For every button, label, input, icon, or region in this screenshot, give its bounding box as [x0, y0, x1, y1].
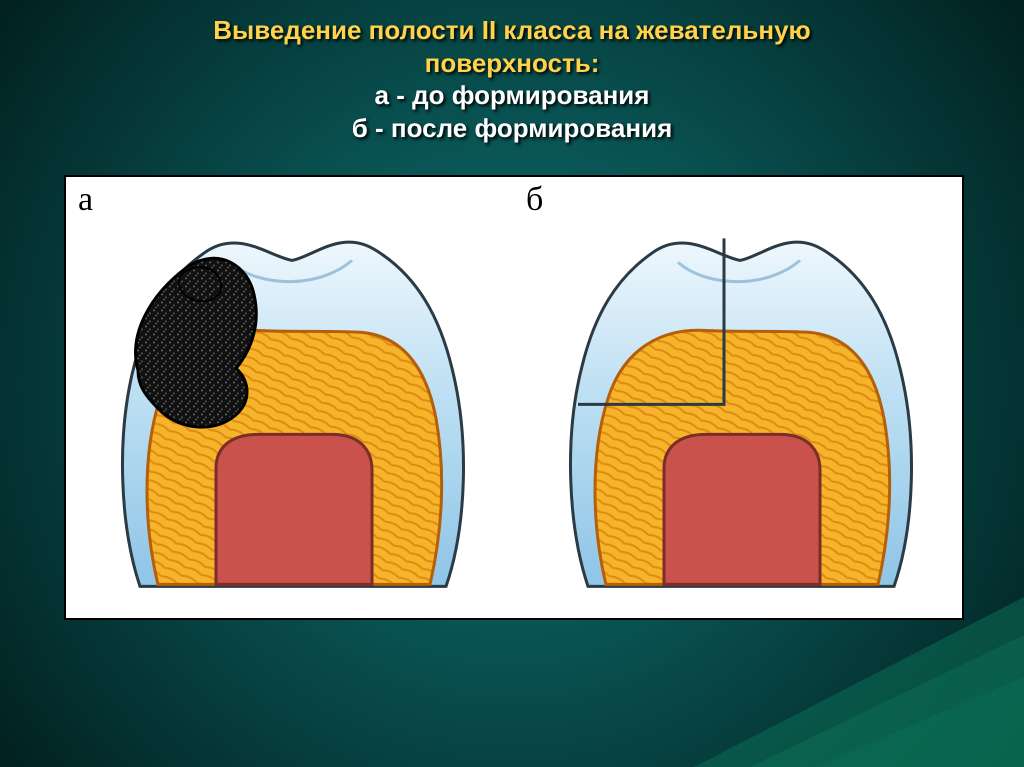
title-line-1: Выведение полости II класса на жевательн…: [0, 14, 1024, 47]
panel-a: а: [66, 177, 514, 618]
pulp-b: [664, 434, 820, 584]
slide-root: Выведение полости II класса на жевательн…: [0, 0, 1024, 767]
title-line-4: б - после формирования: [0, 112, 1024, 145]
title-line-3: а - до формирования: [0, 79, 1024, 112]
diagram-frame: а: [64, 175, 964, 620]
corner-accent: [694, 597, 1024, 767]
tooth-diagram-b: [528, 196, 948, 616]
title-line-2: поверхность:: [0, 47, 1024, 80]
tooth-diagram-a: [80, 196, 500, 616]
pulp-a: [216, 434, 372, 584]
panel-b: б: [514, 177, 962, 618]
slide-title: Выведение полости II класса на жевательн…: [0, 14, 1024, 144]
